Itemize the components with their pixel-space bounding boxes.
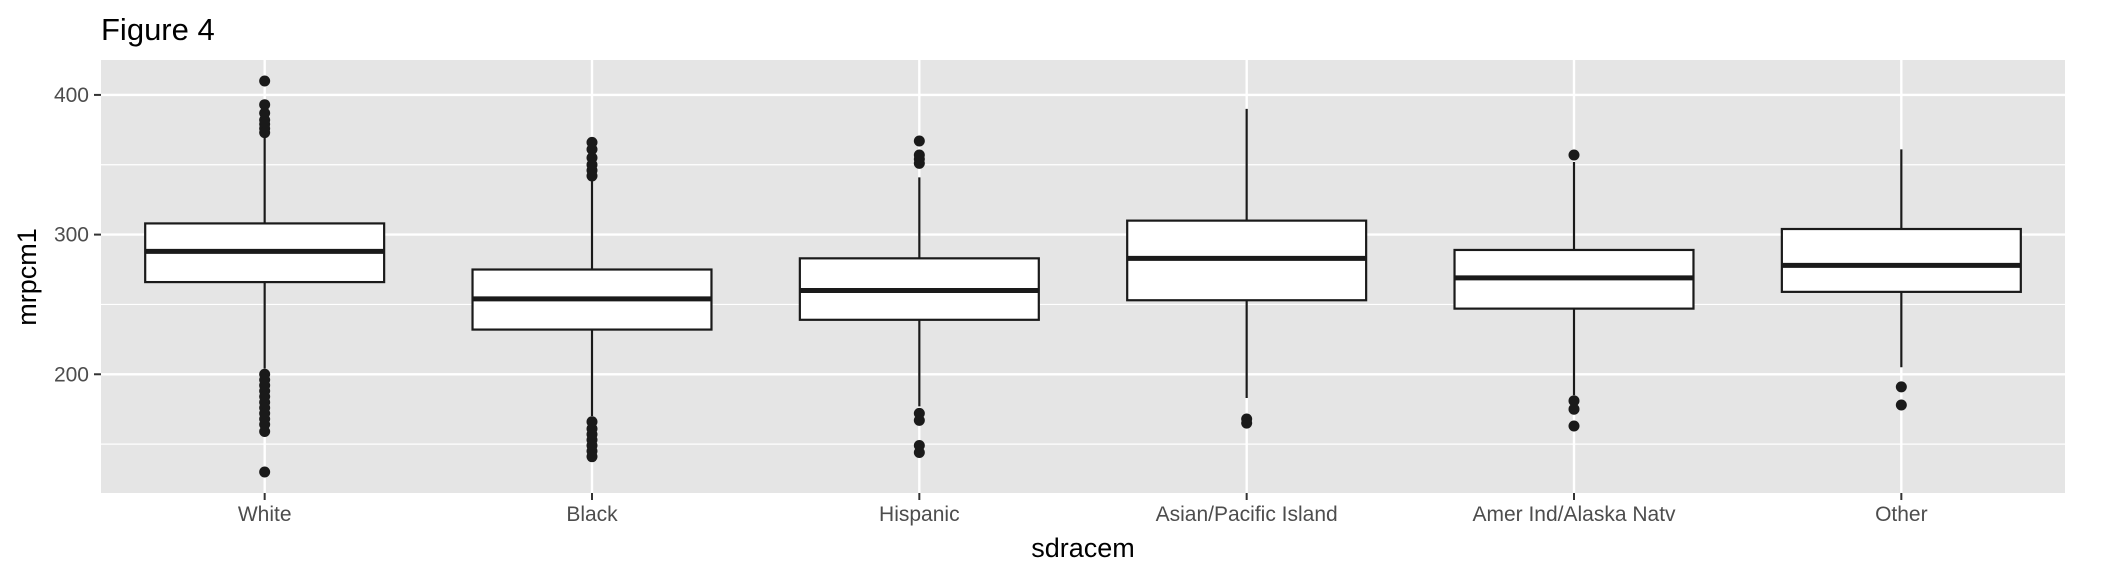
outlier-point bbox=[586, 451, 598, 463]
x-tick-label: Hispanic bbox=[879, 503, 960, 526]
outlier-point bbox=[913, 157, 925, 169]
outlier-point bbox=[1568, 420, 1580, 432]
x-tick-label: Other bbox=[1875, 503, 1928, 526]
outlier-point bbox=[586, 170, 598, 182]
outlier-point bbox=[1241, 417, 1253, 429]
axes: 200 300 400 White Black Hispanic Asian/Pacific… bbox=[54, 84, 1928, 526]
plot-panel bbox=[101, 60, 2065, 493]
y-tick-label: 400 bbox=[54, 84, 89, 107]
outlier-point bbox=[259, 99, 271, 111]
outlier-point bbox=[1895, 399, 1907, 411]
outlier-point bbox=[1895, 381, 1907, 393]
outlier-point bbox=[913, 446, 925, 458]
box-amer-ind-alaska-natv bbox=[1453, 149, 1695, 432]
outlier-point bbox=[1568, 149, 1580, 161]
outlier-point bbox=[586, 143, 598, 155]
x-axis-title: sdracem bbox=[1031, 533, 1135, 563]
iqr-box bbox=[1780, 227, 2022, 293]
outlier-point bbox=[1568, 395, 1580, 407]
outlier-point bbox=[259, 127, 271, 139]
outlier-point bbox=[259, 466, 271, 478]
box-hispanic bbox=[798, 135, 1040, 458]
outlier-point bbox=[913, 414, 925, 426]
outlier-point bbox=[259, 426, 271, 438]
box-other bbox=[1780, 149, 2022, 411]
y-axis-title: mrpcm1 bbox=[12, 228, 42, 326]
box-white bbox=[144, 75, 386, 478]
outlier-point bbox=[913, 135, 925, 147]
x-tick-label: Black bbox=[566, 503, 618, 526]
box-black bbox=[471, 136, 713, 463]
grid-lines bbox=[101, 60, 2065, 493]
y-tick-label: 200 bbox=[54, 363, 89, 386]
box-asian-pacific-island bbox=[1126, 108, 1368, 429]
x-tick-label: Amer Ind/Alaska Natv bbox=[1472, 503, 1676, 526]
outlier-point bbox=[1568, 403, 1580, 415]
chart-title: Figure 4 bbox=[101, 12, 215, 47]
outlier-point bbox=[259, 75, 271, 87]
boxes bbox=[144, 75, 2022, 478]
x-tick-label: Asian/Pacific Island bbox=[1156, 503, 1338, 526]
y-tick-label: 300 bbox=[54, 224, 89, 247]
x-tick-label: White bbox=[238, 503, 292, 526]
